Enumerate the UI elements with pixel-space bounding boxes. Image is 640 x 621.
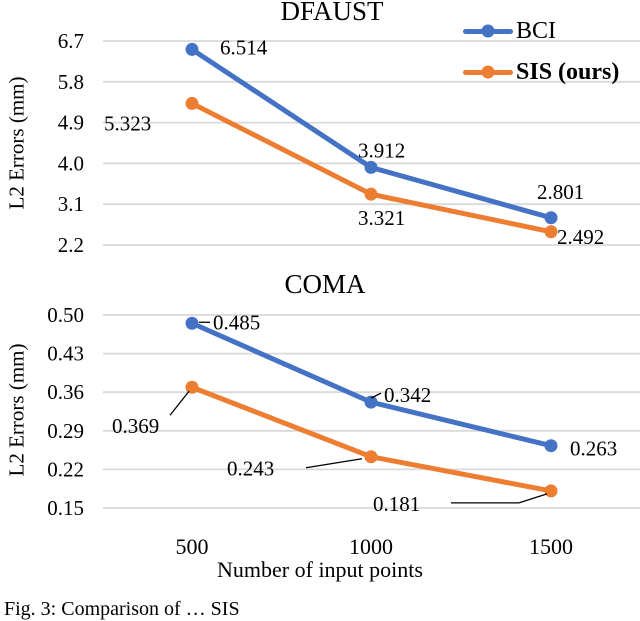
- label-leader-line: [451, 493, 548, 504]
- data-point-marker: [544, 439, 558, 453]
- label-leader-line: [169, 390, 190, 416]
- y-axis-title-dfaust: L2 Errors (mm): [4, 76, 29, 210]
- y-tick-label: 6.7: [58, 29, 84, 53]
- caption-clipped: Fig. 3: Comparison of … SIS: [4, 598, 240, 620]
- y-tick-label: 0.36: [47, 380, 84, 404]
- data-label: 6.514: [220, 35, 268, 59]
- data-label: 0.243: [227, 457, 274, 481]
- data-point-marker: [364, 160, 378, 174]
- y-tick-label: 0.29: [47, 419, 84, 443]
- y-tick-label: 4.0: [58, 151, 84, 175]
- data-label: 2.801: [537, 180, 584, 204]
- x-tick-label: 1000: [349, 534, 393, 559]
- y-tick-label: 0.15: [47, 496, 84, 520]
- data-point-marker: [544, 225, 558, 239]
- data-label: 0.342: [384, 383, 431, 407]
- data-label: 3.321: [358, 206, 405, 230]
- data-label: 3.912: [358, 138, 405, 162]
- data-point-marker: [544, 484, 558, 498]
- x-tick-label: 500: [176, 534, 209, 559]
- y-tick-label: 2.2: [58, 233, 84, 257]
- chart-title-coma: COMA: [284, 269, 366, 299]
- legend-item-sis: SIS (ours): [463, 60, 619, 84]
- label-leader-line: [370, 392, 382, 399]
- data-point-marker: [364, 187, 378, 201]
- label-leader-line: [305, 458, 363, 469]
- sis-marker-icon: [481, 65, 495, 79]
- y-tick-label: 5.8: [58, 70, 84, 94]
- data-label: 0.369: [112, 414, 159, 438]
- series-line-bci: [189, 320, 554, 449]
- data-label: 2.492: [557, 225, 604, 249]
- data-label: 0.263: [570, 437, 617, 461]
- data-point-marker: [185, 96, 199, 110]
- y-tick-label: 0.22: [47, 457, 84, 481]
- data-label: 0.485: [213, 310, 260, 334]
- y-tick-label: 4.9: [58, 111, 84, 135]
- data-point-marker: [544, 211, 558, 225]
- legend-label-sis: SIS (ours): [516, 59, 620, 85]
- data-point-marker: [185, 42, 199, 56]
- data-point-marker: [364, 395, 378, 409]
- legend: BCI SIS (ours): [463, 19, 619, 101]
- data-point-marker: [185, 380, 199, 394]
- y-tick-label: 3.1: [58, 192, 84, 216]
- legend-item-bci: BCI: [463, 19, 619, 43]
- y-tick-label: 0.43: [47, 342, 84, 366]
- data-point-marker: [185, 316, 199, 330]
- bci-line-swatch-icon: [463, 24, 513, 38]
- bci-marker-icon: [481, 24, 495, 38]
- x-axis-title: Number of input points: [217, 557, 423, 582]
- data-label: 5.323: [104, 111, 151, 135]
- y-axis-title-coma: L2 Errors (mm): [4, 343, 29, 477]
- data-point-marker: [364, 450, 378, 464]
- chart-title-dfaust: DFAUST: [280, 0, 384, 26]
- y-tick-label: 0.50: [47, 303, 84, 327]
- sis-line-swatch-icon: [463, 65, 513, 79]
- x-tick-label: 1500: [529, 534, 573, 559]
- legend-label-bci: BCI: [516, 18, 557, 44]
- data-label: 0.181: [373, 492, 420, 516]
